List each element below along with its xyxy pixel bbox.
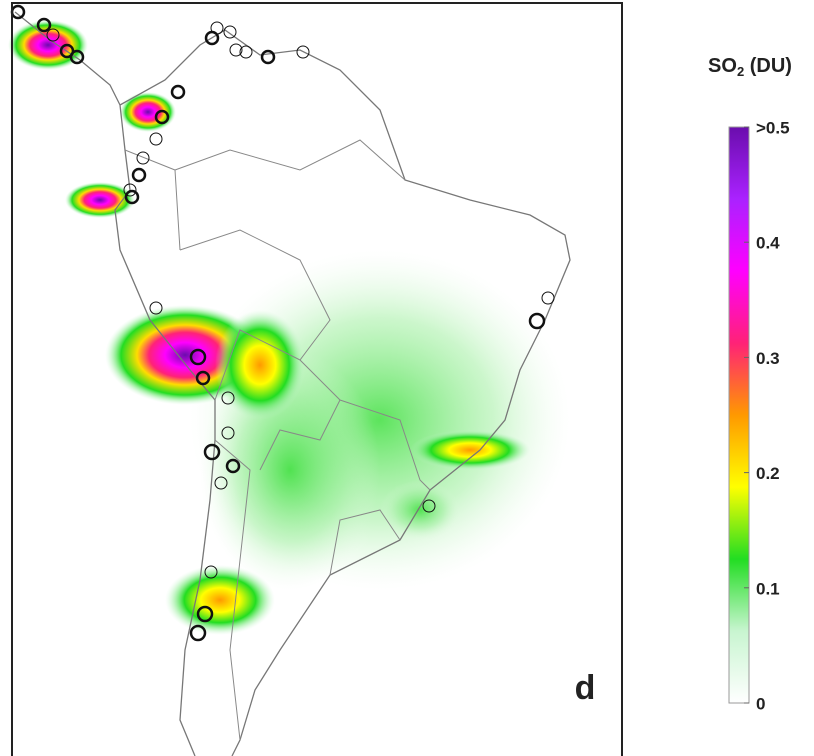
map: d xyxy=(8,3,622,756)
colorbar-title: SO2 (DU) xyxy=(708,55,792,79)
title-main: SO xyxy=(708,55,737,77)
plume xyxy=(165,565,275,635)
plume xyxy=(120,92,176,132)
colorbar-tick-label: 0 xyxy=(756,694,765,713)
colorbar-tick-label: 0.3 xyxy=(756,349,780,368)
title-subscript: 2 xyxy=(737,64,744,79)
panel-label: d xyxy=(575,669,596,707)
colorbar-tick-label: 0.4 xyxy=(756,234,780,253)
colorbar-tick-label: >0.5 xyxy=(756,118,790,137)
colorbar-tick-label: 0.1 xyxy=(756,579,780,598)
colorbar-tick-label: 0.2 xyxy=(756,464,780,483)
plume xyxy=(380,480,460,540)
colorbar-scale xyxy=(729,127,749,703)
title-suffix: (DU) xyxy=(744,55,792,77)
colorbar: 0 0.1 0.2 0.3 0.4 >0.5 xyxy=(729,118,790,713)
figure: d SO2 (DU) 0 0.1 0.2 0.3 0.4 >0.5 xyxy=(0,0,814,756)
plume xyxy=(410,430,530,470)
